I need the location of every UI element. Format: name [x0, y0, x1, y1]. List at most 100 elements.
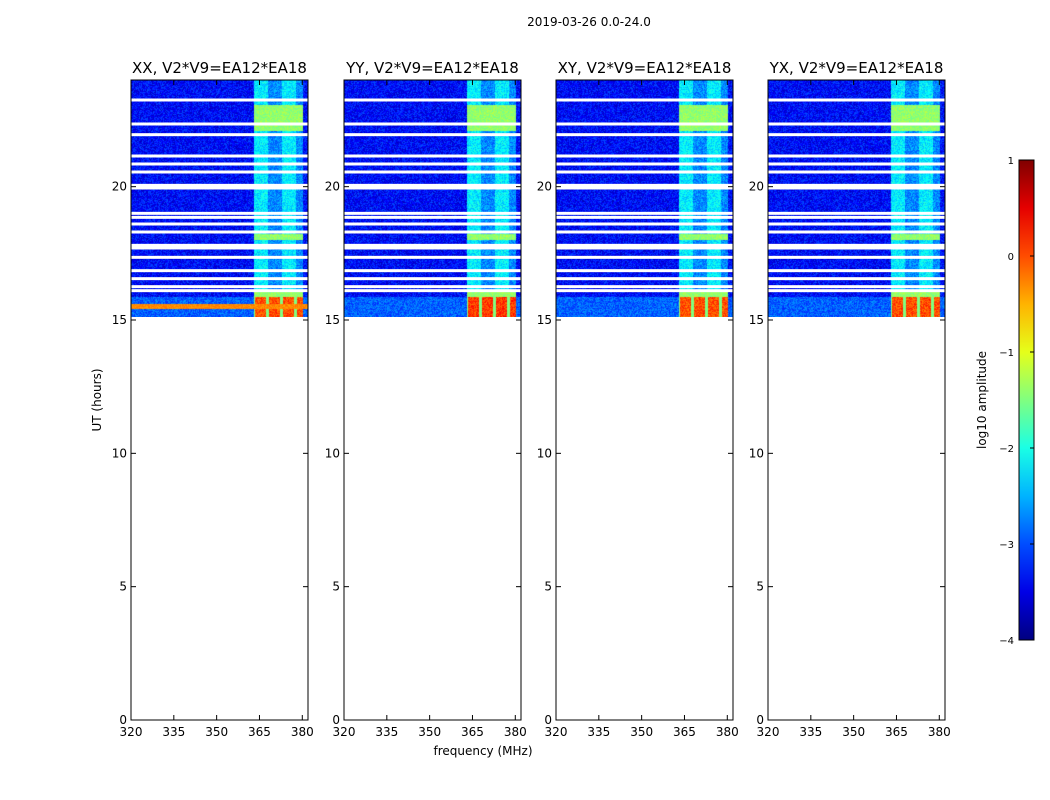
flagged-row [131, 162, 308, 166]
y-tick-label: 5 [119, 580, 127, 594]
flagged-row [344, 98, 521, 102]
flagged-row [344, 243, 521, 247]
x-tick-label: 335 [587, 725, 610, 739]
flagged-row [556, 269, 733, 273]
flagged-row [131, 183, 308, 187]
x-tick-label: 335 [799, 725, 822, 739]
y-tick-label: 15 [749, 313, 764, 327]
panel-xx: XX, V2*V9=EA12*EA18 320 335 350 365 380 0 5 10 15… [112, 59, 314, 739]
colorbar-tick-label: −4 [999, 636, 1014, 647]
colorbar-tick-label: 0 [1008, 252, 1014, 263]
x-tick-label: 320 [545, 725, 568, 739]
heatmap-image [556, 80, 733, 317]
panel-title: XX, V2*V9=EA12*EA18 [132, 59, 307, 77]
flagged-row [344, 269, 521, 273]
flagged-row [768, 122, 945, 126]
y-tick-label: 20 [537, 180, 552, 194]
colorbar-tick-label: 1 [1008, 156, 1014, 167]
y-axis-label: UT (hours) [90, 368, 104, 431]
flagged-row [768, 255, 945, 259]
x-tick-label: 380 [291, 725, 314, 739]
flagged-row [131, 215, 308, 219]
flagged-row [768, 98, 945, 102]
x-tick-label: 380 [928, 725, 951, 739]
panel-yx: YX, V2*V9=EA12*EA18 320 335 350 365 380 0 5 10 15… [749, 59, 951, 739]
flagged-row [768, 183, 945, 187]
flagged-row [768, 162, 945, 166]
flagged-row [768, 243, 945, 247]
flagged-row [556, 170, 733, 174]
flagged-row [556, 215, 733, 219]
flagged-row [556, 277, 733, 281]
flagged-row [131, 133, 308, 137]
flagged-row [768, 246, 945, 250]
y-tick-label: 10 [749, 446, 764, 460]
colorbar-tick-label: −2 [999, 444, 1014, 455]
flagged-row [344, 154, 521, 158]
flagged-row [556, 255, 733, 259]
panel-title: XY, V2*V9=EA12*EA18 [558, 59, 732, 77]
flagged-row [768, 211, 945, 215]
axes-frame [130, 79, 309, 721]
flagged-row [556, 289, 733, 293]
flagged-row [556, 162, 733, 166]
heatmap-canvas [344, 80, 521, 317]
panel-title: YY, V2*V9=EA12*EA18 [345, 59, 519, 77]
flagged-row [344, 170, 521, 174]
flagged-row [556, 222, 733, 226]
x-axis-label: frequency (MHz) [433, 744, 532, 758]
flagged-row [344, 230, 521, 234]
y-tick-label: 5 [332, 580, 340, 594]
flagged-row [556, 230, 733, 234]
y-tick-label: 15 [112, 313, 127, 327]
flagged-row [131, 269, 308, 273]
flagged-row [344, 285, 521, 289]
flagged-row [556, 183, 733, 187]
flagged-row [768, 222, 945, 226]
figure-suptitle: 2019-03-26 0.0-24.0 [527, 15, 651, 29]
flagged-row [131, 154, 308, 158]
flagged-row [768, 277, 945, 281]
flagged-row [344, 277, 521, 281]
y-tick-label: 20 [112, 180, 127, 194]
x-tick-label: 365 [673, 725, 696, 739]
x-tick-label: 320 [120, 725, 143, 739]
flagged-row [344, 211, 521, 215]
flagged-row [556, 98, 733, 102]
y-tick-label: 10 [325, 446, 340, 460]
heatmap-image [344, 80, 521, 317]
flagged-row [768, 215, 945, 219]
x-tick-label: 320 [333, 725, 356, 739]
flagged-row [131, 230, 308, 234]
flagged-row [556, 285, 733, 289]
flagged-row [344, 122, 521, 126]
y-tick-label: 0 [332, 713, 340, 727]
y-tick-label: 0 [544, 713, 552, 727]
flagged-row [131, 289, 308, 293]
y-tick-label: 5 [544, 580, 552, 594]
flagged-row [768, 170, 945, 174]
flagged-row [556, 154, 733, 158]
x-tick-label: 350 [205, 725, 228, 739]
colorbar-tick-label: −1 [999, 348, 1014, 359]
x-tick-label: 365 [885, 725, 908, 739]
flagged-row [344, 289, 521, 293]
y-tick-label: 20 [749, 180, 764, 194]
heatmap-canvas [556, 80, 733, 317]
y-tick-label: 0 [756, 713, 764, 727]
flagged-row [768, 230, 945, 234]
flagged-row [131, 243, 308, 247]
axes-frame [343, 79, 522, 721]
flagged-row [556, 133, 733, 137]
flagged-row [768, 154, 945, 158]
y-tick-label: 15 [537, 313, 552, 327]
y-tick-label: 10 [112, 446, 127, 460]
y-tick-label: 15 [325, 313, 340, 327]
x-tick-label: 380 [504, 725, 527, 739]
axes-frame [555, 79, 734, 721]
colorbar-label: log10 amplitude [975, 351, 989, 449]
colorbar-gradient [1018, 159, 1035, 641]
flagged-row [131, 211, 308, 215]
x-tick-label: 335 [162, 725, 185, 739]
